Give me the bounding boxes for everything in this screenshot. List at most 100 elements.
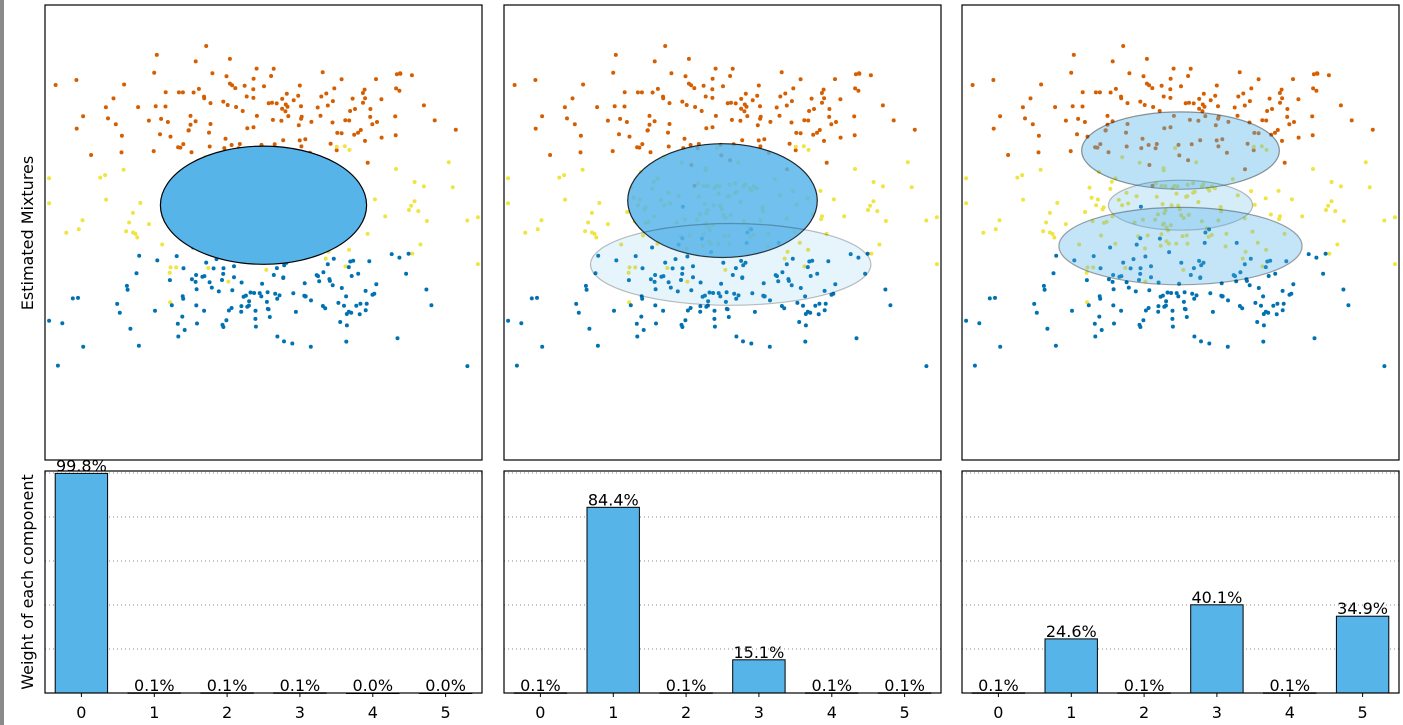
- data-point: [1098, 142, 1103, 147]
- data-point: [1187, 100, 1191, 105]
- data-point: [277, 293, 282, 298]
- data-point: [1273, 271, 1278, 276]
- weight-bar-3: [732, 659, 786, 694]
- data-point: [397, 88, 402, 93]
- data-point: [1263, 196, 1268, 201]
- data-point: [1292, 120, 1296, 124]
- data-point: [789, 99, 794, 104]
- data-point: [1157, 109, 1162, 113]
- data-point: [1238, 270, 1243, 275]
- data-point: [299, 116, 304, 121]
- data-point: [229, 306, 234, 310]
- data-point: [1053, 105, 1058, 110]
- data-point: [1039, 82, 1044, 87]
- data-point: [595, 105, 600, 110]
- data-point: [1199, 339, 1203, 344]
- data-point: [347, 118, 352, 123]
- data-point: [834, 120, 838, 124]
- data-point: [360, 91, 365, 95]
- data-point: [833, 77, 837, 82]
- data-point: [852, 114, 857, 119]
- data-point: [776, 279, 781, 284]
- data-point: [76, 295, 80, 300]
- data-point: [817, 301, 822, 306]
- data-point: [1256, 77, 1261, 82]
- data-point: [1173, 146, 1178, 150]
- data-point: [806, 118, 811, 123]
- data-point: [1162, 211, 1167, 216]
- data-point: [1070, 104, 1075, 109]
- data-point: [450, 185, 455, 190]
- data-point: [987, 296, 992, 301]
- data-point: [1124, 130, 1128, 135]
- data-point: [220, 278, 224, 282]
- data-point: [239, 309, 244, 314]
- data-point: [798, 77, 803, 82]
- data-point: [853, 86, 858, 91]
- data-point: [640, 142, 645, 147]
- data-point: [1146, 306, 1151, 310]
- data-point: [707, 290, 712, 295]
- data-point: [348, 259, 353, 264]
- data-point: [667, 122, 672, 126]
- data-point: [750, 291, 755, 296]
- data-point: [374, 77, 378, 82]
- data-point: [562, 173, 567, 178]
- data-point: [1252, 130, 1257, 135]
- data-point: [1226, 119, 1231, 124]
- data-point: [1133, 289, 1138, 294]
- data-point: [325, 262, 330, 267]
- data-point: [130, 210, 135, 215]
- x-tick-label: 4: [1285, 703, 1295, 722]
- data-point: [1055, 200, 1060, 205]
- data-point: [76, 227, 81, 232]
- data-point: [1214, 83, 1219, 88]
- data-point: [368, 107, 373, 111]
- data-point: [155, 258, 160, 263]
- data-point: [1048, 230, 1052, 235]
- data-point: [1092, 321, 1097, 326]
- data-point: [1186, 74, 1191, 78]
- data-point: [1255, 320, 1260, 324]
- data-point: [265, 306, 270, 311]
- bar-value-label: 84.4%: [588, 490, 639, 509]
- data-point: [247, 299, 252, 304]
- data-point: [1034, 310, 1039, 315]
- data-point: [232, 264, 236, 269]
- data-point: [981, 230, 986, 235]
- data-point: [1242, 216, 1247, 221]
- data-point: [412, 199, 417, 204]
- data-point: [1242, 262, 1247, 267]
- data-point: [1270, 107, 1274, 111]
- data-point: [877, 242, 882, 247]
- data-point: [1153, 146, 1158, 151]
- data-point: [866, 208, 870, 212]
- data-point: [1051, 271, 1056, 276]
- data-point: [416, 209, 421, 214]
- data-point: [131, 230, 135, 235]
- data-point: [379, 97, 384, 102]
- data-point: [1216, 104, 1220, 109]
- data-point: [1084, 278, 1089, 283]
- data-point: [119, 150, 124, 155]
- data-point: [1237, 304, 1242, 308]
- data-point: [1285, 107, 1290, 111]
- data-point: [1141, 217, 1145, 222]
- data-point: [729, 117, 734, 122]
- data-point: [1183, 101, 1188, 106]
- data-point: [182, 328, 187, 332]
- data-point: [640, 266, 645, 271]
- data-point: [635, 90, 640, 95]
- data-point: [1311, 167, 1315, 171]
- data-point: [1113, 241, 1118, 246]
- data-point: [755, 93, 760, 98]
- data-point: [647, 122, 652, 127]
- data-point: [1116, 197, 1121, 202]
- data-point: [221, 325, 226, 329]
- data-point: [1170, 324, 1175, 329]
- data-point: [1156, 309, 1161, 314]
- data-point: [909, 185, 914, 190]
- data-point: [669, 71, 674, 76]
- data-point: [1280, 138, 1284, 143]
- data-point: [281, 138, 286, 143]
